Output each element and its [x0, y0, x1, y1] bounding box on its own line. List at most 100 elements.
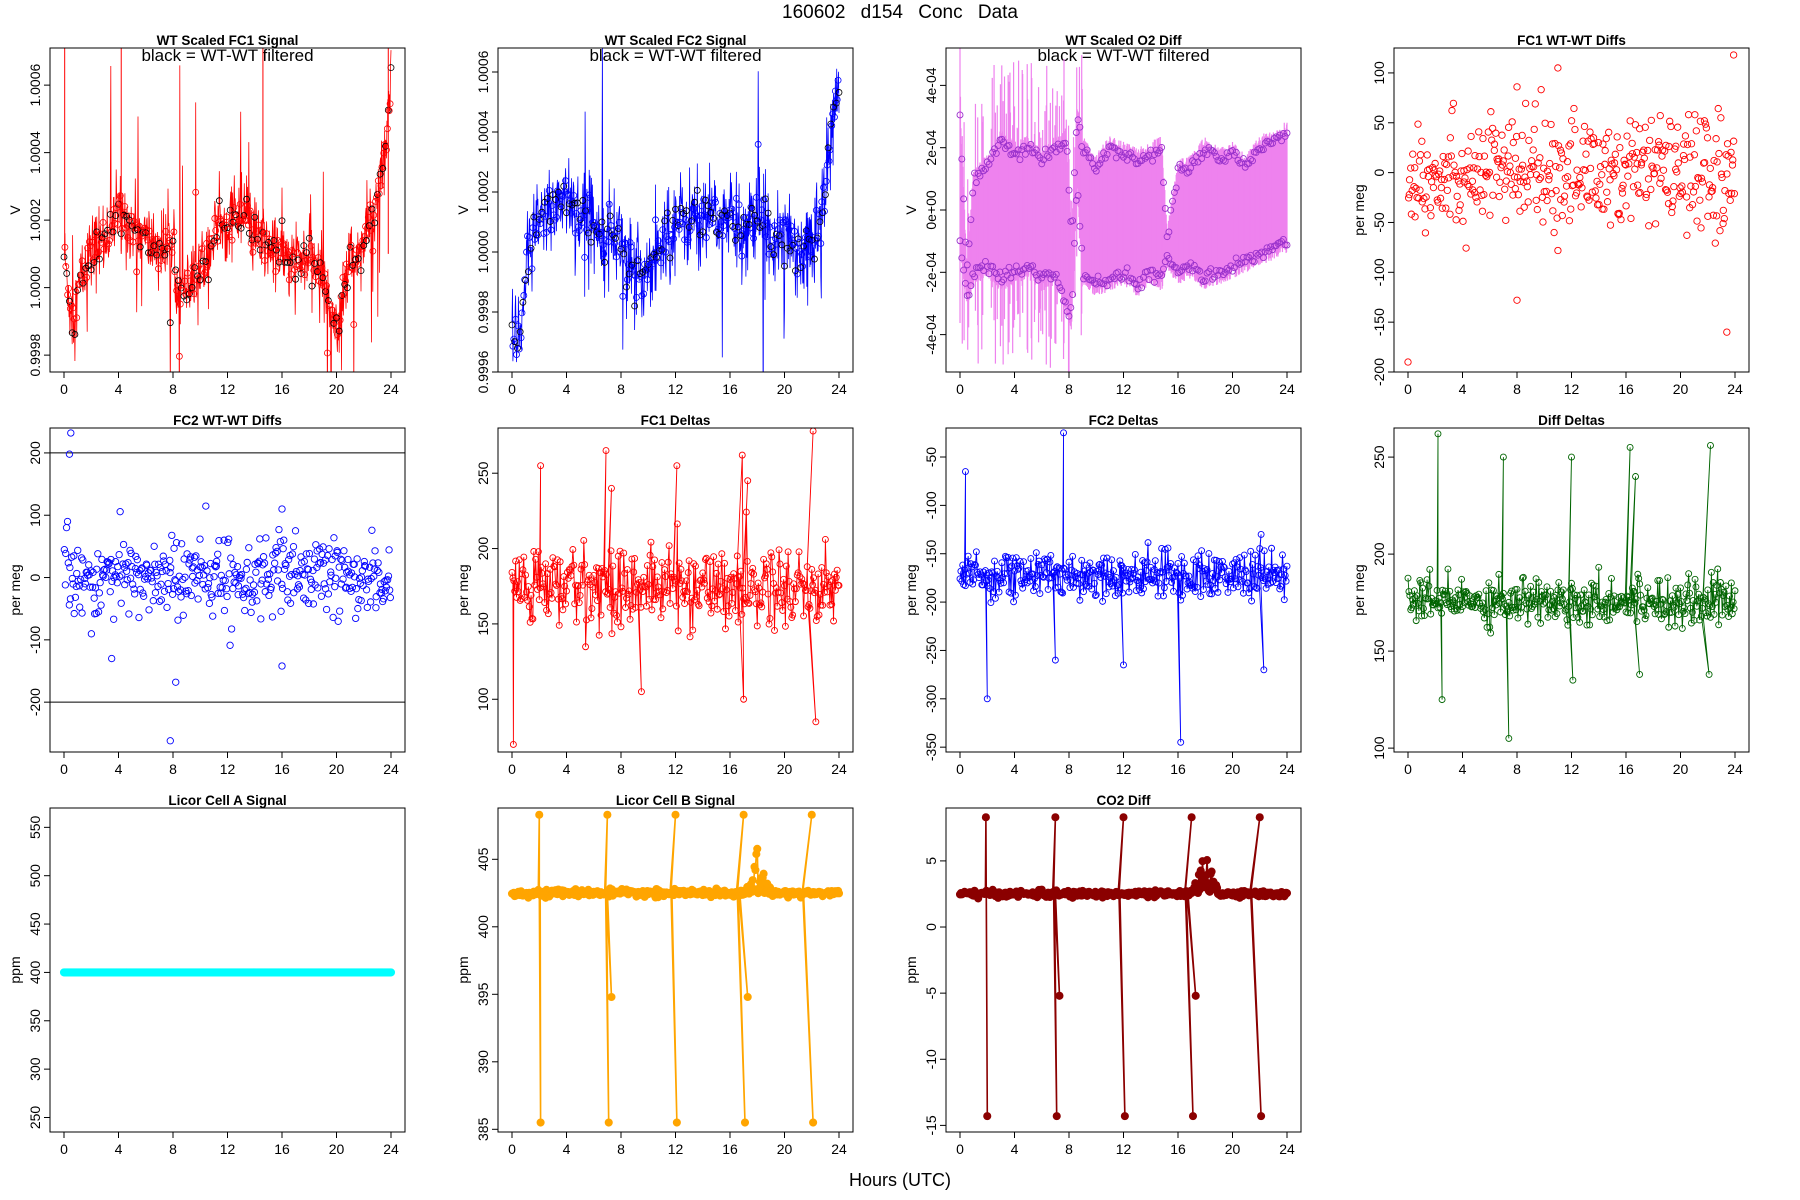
data-point: [682, 577, 690, 585]
data-point: [1221, 573, 1229, 581]
data-point: [534, 548, 542, 556]
data-point: [527, 244, 535, 252]
data-point: [158, 244, 166, 252]
data-point: [719, 585, 727, 593]
data-point: [1121, 269, 1129, 277]
data-point: [1554, 246, 1562, 255]
data-point: [710, 214, 718, 222]
data-point: [1203, 151, 1211, 159]
data-point: [132, 224, 140, 232]
data-point: [1130, 280, 1138, 287]
data-point: [1147, 563, 1155, 571]
data-point: [1642, 190, 1651, 199]
data-point: [971, 561, 979, 569]
data-point: [747, 580, 755, 587]
data-point: [1204, 580, 1212, 588]
data-point: [620, 549, 628, 557]
data-point: [1634, 570, 1642, 578]
data-point: [1498, 161, 1507, 169]
data-point: [569, 546, 577, 553]
data-point: [274, 566, 282, 574]
data-point: [1708, 603, 1716, 610]
data-point: [361, 562, 370, 570]
data-point: [1529, 146, 1537, 154]
data-point: [823, 588, 831, 596]
data-point: [1181, 263, 1189, 271]
data-point: [379, 165, 387, 172]
data-point: [1090, 279, 1098, 287]
data-point: [1027, 555, 1035, 563]
data-point: [1265, 247, 1273, 255]
data-point: [1678, 188, 1687, 196]
data-point: [707, 209, 715, 216]
data-point: [1519, 573, 1527, 581]
data-point: [92, 232, 100, 239]
data-point: [324, 590, 333, 598]
data-point: [215, 536, 223, 545]
data-point: [118, 571, 126, 579]
data-point: [292, 567, 300, 576]
data-point: [1628, 584, 1636, 592]
data-point: [143, 561, 151, 569]
data-point: [1502, 177, 1510, 185]
data-point: [987, 155, 995, 163]
data-point: [722, 586, 730, 594]
data-point: [283, 588, 291, 596]
data-point: [574, 223, 582, 231]
x-tick-label: 8: [1513, 761, 1521, 777]
x-tick-label: 24: [1727, 761, 1743, 777]
data-point: [621, 239, 629, 247]
data-point: [742, 508, 750, 516]
data-point: [589, 583, 597, 591]
data-point: [669, 585, 677, 592]
data-point: [1239, 253, 1247, 261]
data-point: [1150, 278, 1158, 286]
data-point: [1693, 217, 1701, 225]
plot-area: [60, 48, 395, 372]
data-point: [1409, 600, 1417, 608]
data-point: [658, 246, 666, 254]
data-point: [359, 237, 367, 244]
data-point: [1564, 173, 1572, 181]
data-point: [766, 614, 774, 622]
data-point: [387, 64, 395, 72]
data-point: [74, 546, 82, 555]
data-point: [1480, 614, 1488, 622]
data-point: [989, 263, 997, 270]
data-point: [1178, 267, 1186, 275]
data-point: [604, 1118, 613, 1127]
data-point: [1120, 273, 1127, 281]
data-point: [818, 564, 826, 571]
data-point: [268, 251, 276, 259]
data-point: [1185, 265, 1193, 273]
data-point: [1220, 563, 1228, 571]
data-point: [1482, 587, 1490, 595]
data-point: [253, 227, 260, 235]
x-tick-label: 24: [383, 761, 399, 777]
data-point: [184, 269, 191, 277]
data-point: [724, 602, 732, 610]
data-point: [798, 250, 806, 258]
data-point: [105, 240, 112, 248]
data-point: [350, 560, 358, 569]
data-point: [1530, 125, 1538, 134]
outlier-point: [278, 505, 286, 513]
x-tick-label: 16: [274, 1141, 290, 1157]
data-point: [302, 550, 311, 558]
data-point: [640, 290, 648, 298]
data-point: [166, 319, 174, 327]
x-tick-label: 16: [722, 1141, 738, 1157]
data-point: [136, 585, 144, 594]
data-point: [615, 589, 623, 597]
data-point: [641, 582, 649, 590]
data-point: [1539, 218, 1547, 226]
data-point: [334, 323, 342, 331]
data-point: [304, 599, 313, 608]
x-tick-label: 20: [777, 761, 793, 777]
data-point: [1704, 212, 1712, 220]
data-point: [335, 563, 343, 571]
data-point: [1592, 194, 1600, 202]
x-tick-label: 16: [722, 381, 738, 397]
data-point: [204, 261, 211, 269]
data-point: [1119, 589, 1127, 597]
